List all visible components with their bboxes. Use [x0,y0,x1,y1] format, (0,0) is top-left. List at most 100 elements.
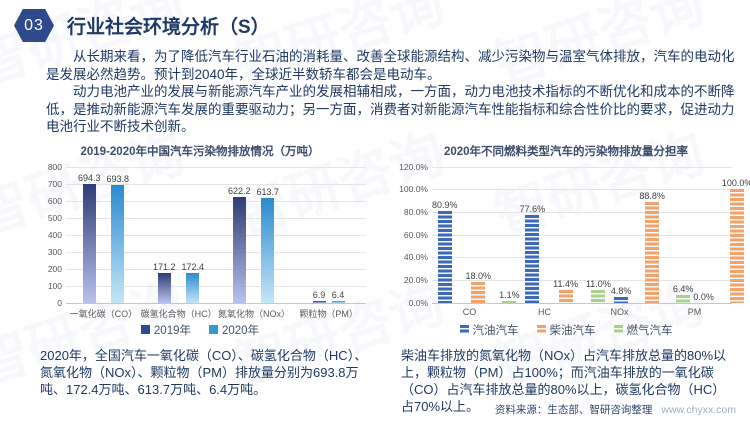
chart-plot-right: 0.0% 20.0% 40.0% 60.0% 80.0% 100.0% 120.0% 80.9… [394,161,750,319]
bars-layer: 694.3 693.8 171.2 172.4 622.2 613.7 6.9 6.4 [66,167,366,303]
footer: 资料来源：生态部、智研咨询整理 www.chyxx.com [495,402,736,417]
y-axis-tick-label: 120.0% [399,161,428,172]
category-label: CO [462,306,477,317]
gridline [432,211,732,213]
bar [730,189,745,303]
y-axis-tick-label: 600 [47,195,62,206]
bar-cell: 11.4% [553,167,578,303]
bar [558,289,573,303]
bar-group: 77.6% 11.4% 11.0% [520,167,611,303]
chart-share-right: 2020年不同燃料类型汽车的污染物排放量分担率 0.0% 20.0% 40.0% 60… [394,143,750,338]
bar-cell: 4.8% [610,167,632,303]
bar-value-label: 18.0% [465,271,492,282]
bar [676,295,691,303]
y-axis-tick-label: 20.0% [403,274,428,285]
header: 03 行业社会环境分析（S） [0,0,750,42]
gridline [432,234,732,236]
bar [82,184,96,303]
y-axis-tick-label: 100.0% [399,184,428,195]
bar-cell: 613.7 [256,167,280,303]
bar-group: 4.8% 88.8% 6.4% [610,167,694,303]
bar [437,210,452,303]
bar [614,297,629,303]
bar-cell: 88.8% [639,167,665,303]
bar [111,184,125,303]
bar [591,290,606,303]
bar-value-label: 77.6% [519,203,546,214]
charts-row: 2019-2020年中国汽车污染物排放情况（万吨） 0 100 200 300 400 5… [0,136,750,338]
y-axis-tick-label: 700 [47,178,62,189]
bar-value-label: 694.3 [77,173,101,184]
bar-value-label: 613.7 [256,187,280,198]
intro-text: 从长期来看，为了降低汽车行业石油的消耗量、改善全球能源结构、减少污染物与温室气体… [0,42,750,136]
bar-group: 6.9 6.4 [291,167,366,303]
bar-value-label: 622.2 [227,185,251,196]
category-labels: 一氧化碳（CO） 碳氢化合物（HC） 氮氧化物（NOx） 颗粒物（PM） [66,307,366,320]
plot-area: 694.3 693.8 171.2 172.4 622.2 613.7 6.9 6.4 [66,166,366,304]
gridline [66,200,366,202]
y-axis-tick-label: 500 [47,212,62,223]
legend-label: 燃气汽车 [626,324,673,337]
bar-cell: 80.9% [432,167,458,303]
bar [471,282,486,303]
legend-item: 2020年 [209,322,259,338]
chart-title-right: 2020年不同燃料类型汽车的污染物排放量分担率 [443,145,689,158]
gridline [66,268,366,270]
bar-value-label: 1.1% [499,290,520,301]
bar-group: 80.9% 18.0% 1.1% [432,167,520,303]
y-axis-tick-label: 60.0% [403,229,428,240]
bars-layer: 80.9% 18.0% 1.1% 77.6% 11.4% 11.0% 4.8% 88.8% 6.… [432,167,750,303]
bar-value-label: 4.8% [610,286,632,297]
bar [502,301,517,303]
gridline [432,302,732,304]
plot-area: 80.9% 18.0% 1.1% 77.6% 11.4% 11.0% 4.8% 88.8% 6.… [432,166,750,304]
category-label: PM [687,306,702,317]
legend-swatch [209,325,218,334]
bar [232,196,246,303]
bar-cell: 77.6% [519,167,546,303]
bar-cell: 18.0% [465,167,492,303]
bar-value-label: 80.9% [432,199,458,210]
bar-value-label: 6.4% [672,284,694,295]
legend-swatch [613,325,623,334]
legend-swatch [140,325,150,334]
y-axis-tick-label: 80.0% [403,206,428,217]
gridline [66,285,366,287]
bar-cell: 694.3 [78,167,101,303]
bar [645,201,660,303]
gridline [432,189,732,191]
bar [312,301,326,303]
bar-group: 694.3 693.8 [66,167,141,303]
chart-emissions-left: 2019-2020年中国汽车污染物排放情况（万吨） 0 100 200 300 400 5… [28,143,372,338]
bar-cell: 100.0% [722,167,750,303]
y-axis-tick-label: 40.0% [403,252,428,263]
bar-value-label: 88.8% [639,190,665,201]
source-url: www.chyxx.com [661,404,736,416]
bar-cell: 693.8 [106,167,130,303]
note-right: 柴油车排放的氮氧化物（NOx）占汽车排放总量的80%以上，颗粒物（PM）占100… [401,347,727,414]
legend-label: 汽油汽车 [472,324,519,337]
bar [186,273,200,303]
category-label: 碳氢化合物（HC） [140,308,217,319]
bar-value-label: 0.0% [693,291,714,302]
category-label: NOx [610,306,629,317]
section-number-badge: 03 [14,9,54,42]
notes-row: 2020年，全国汽车一氧化碳（CO）、碳氢化合物（HC）、氮氧化物（NOx）、颗… [0,338,750,415]
bar-value-label: 6.4 [331,290,345,301]
legend-label: 柴油汽车 [549,324,596,337]
y-axis-tick-label: 0.0% [408,297,428,308]
gridline [66,302,366,304]
y-axis-tick-label: 400 [47,229,62,240]
bar-value-label: 693.8 [106,173,130,184]
gridline [66,217,366,219]
y-axis-tick-label: 300 [47,246,62,257]
bar-cell: 1.1% [499,167,520,303]
bar-group: 622.2 613.7 [216,167,291,303]
source-text: 资料来源：生态部、智研咨询整理 [494,404,653,416]
y-axis-tick-label: 0 [57,297,62,308]
bar-cell: 622.2 [228,167,251,303]
y-axis-tick-label: 800 [47,161,62,172]
section-number: 03 [24,16,44,34]
legend-item: 汽油汽车 [459,322,519,338]
bar-value-label: 6.9 [312,290,326,301]
